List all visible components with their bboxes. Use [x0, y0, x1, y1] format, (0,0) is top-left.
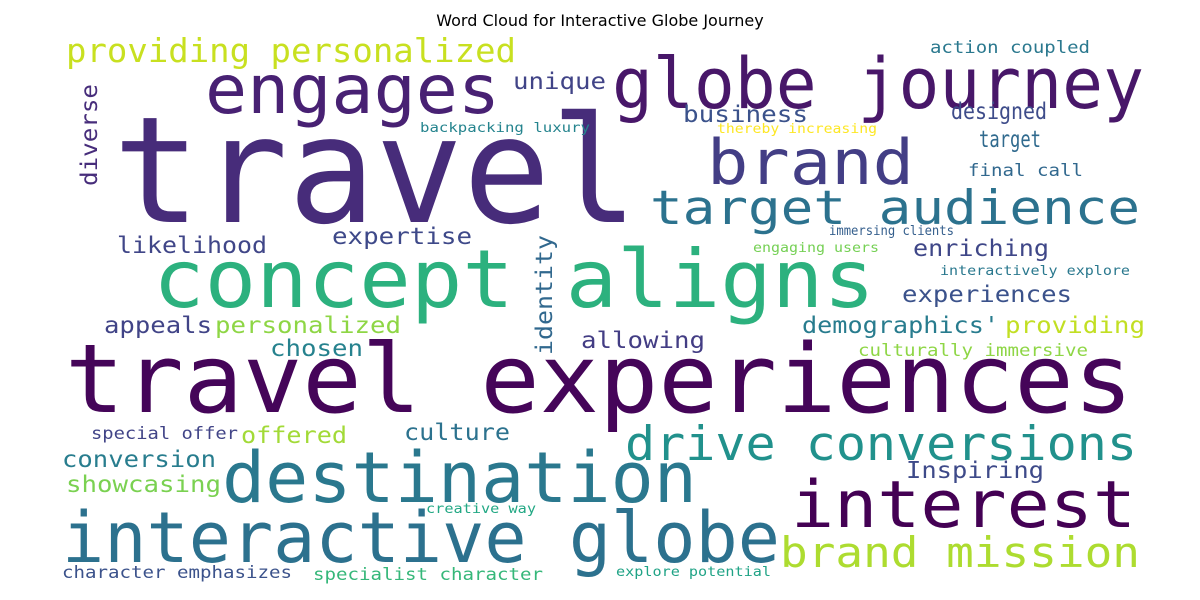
word-20: final call: [968, 161, 1083, 181]
word-22: likelihood: [117, 233, 267, 259]
word-11: brand mission: [780, 528, 1140, 577]
word-18: backpacking luxury: [420, 121, 590, 136]
word-17: action coupled: [930, 38, 1090, 58]
chart-title: Word Cloud for Interactive Globe Journey: [436, 11, 764, 30]
word-45: specialist character: [313, 565, 543, 585]
word-21: diverse: [77, 84, 103, 186]
word-14: business: [683, 102, 808, 128]
word-35: allowing: [581, 328, 705, 354]
word-33: providing: [1005, 313, 1145, 339]
word-24: immersing clients: [829, 224, 954, 239]
word-1: travel experiences: [65, 325, 1133, 435]
word-26: enriching: [913, 236, 1049, 262]
word-37: special offer: [91, 424, 238, 444]
word-4: interactive globe: [62, 497, 780, 579]
word-30: personalized: [215, 313, 401, 339]
word-29: appeals: [104, 313, 212, 339]
word-23: expertise: [332, 224, 472, 250]
word-44: character emphasizes: [62, 563, 292, 583]
word-25: engaging users: [753, 241, 879, 256]
word-7: engages: [205, 51, 500, 130]
word-40: conversion: [62, 447, 216, 473]
word-46: explore potential: [616, 565, 771, 580]
word-9: drive conversions: [625, 417, 1137, 472]
word-41: Inspiring: [906, 458, 1044, 484]
word-10: target audience: [650, 181, 1140, 236]
word-31: identity: [532, 235, 558, 355]
word-16: target: [979, 127, 1041, 153]
word-43: creative way: [426, 502, 536, 517]
word-27: interactively explore: [940, 264, 1130, 279]
word-15: designed: [951, 99, 1047, 125]
word-42: showcasing: [66, 472, 221, 498]
word-6: interest: [791, 468, 1136, 543]
word-34: chosen: [270, 336, 363, 362]
word-38: offered: [241, 423, 347, 449]
word-2: concept aligns: [153, 233, 875, 326]
word-19: thereby increasing: [717, 122, 877, 137]
word-0: travel: [113, 85, 638, 257]
word-12: providing personalized: [66, 31, 516, 70]
word-28: experiences: [902, 282, 1072, 308]
word-13: unique: [513, 69, 606, 95]
word-3: globe journey: [612, 43, 1144, 125]
word-36: culturally immersive: [858, 341, 1088, 361]
word-39: culture: [404, 420, 510, 446]
word-32: demographics': [802, 313, 999, 339]
word-5: destination: [222, 437, 697, 519]
word-8: brand: [707, 126, 914, 199]
